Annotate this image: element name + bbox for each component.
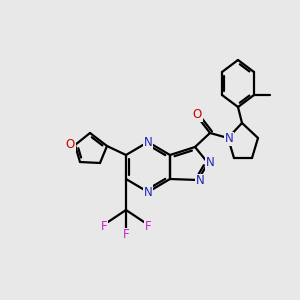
- Text: N: N: [196, 175, 204, 188]
- Text: N: N: [206, 157, 214, 169]
- Text: O: O: [65, 139, 75, 152]
- Text: N: N: [225, 133, 233, 146]
- Text: O: O: [192, 109, 202, 122]
- Text: N: N: [144, 185, 152, 199]
- Text: N: N: [144, 136, 152, 148]
- Text: F: F: [145, 220, 151, 233]
- Text: F: F: [123, 229, 129, 242]
- Text: F: F: [101, 220, 107, 233]
